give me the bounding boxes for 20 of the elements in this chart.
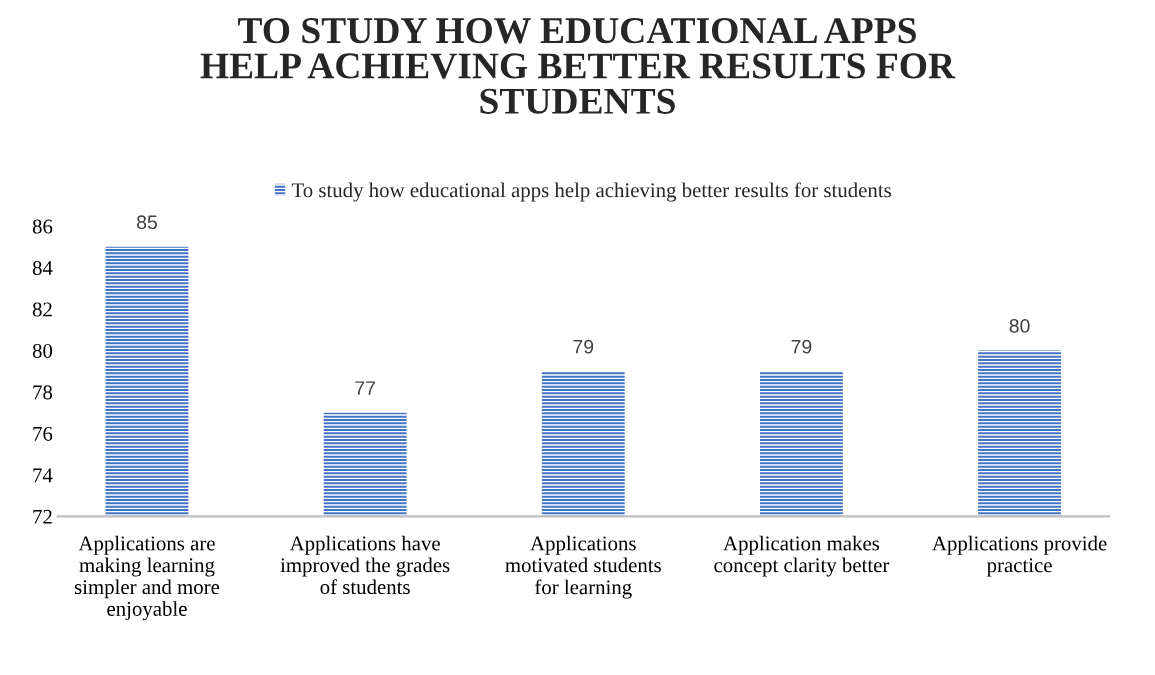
x-tick-label: Applications have improved the grades of students: [280, 535, 450, 595]
data-label: 85: [137, 215, 157, 230]
legend-label: To study how educational apps help achieving better results for students: [291, 182, 891, 202]
x-tick-label: Applications are making learning simpler and more enjoyable: [74, 535, 220, 621]
y-tick-label: 86: [32, 219, 53, 234]
y-tick-label: 76: [33, 426, 53, 441]
x-tick-label: Applications motivated students for learning: [505, 535, 661, 599]
y-tick-label: 72: [33, 509, 52, 524]
data-label: 79: [573, 339, 594, 354]
data-label: 77: [355, 381, 375, 395]
x-tick-label: Application makes concept clarity better: [714, 535, 890, 577]
chart-title: TO STUDY HOW EDUCATIONAL APPS HELP ACHIEVING BETTER RESULTS FOR STUDENTS: [200, 18, 956, 114]
data-label: 79: [791, 339, 812, 354]
y-tick-label: 80: [32, 343, 53, 358]
y-tick-label: 74: [33, 468, 53, 483]
y-tick-label: 82: [32, 302, 52, 317]
y-tick-label: 78: [33, 385, 53, 400]
y-tick-label: 84: [32, 260, 53, 276]
data-label: 80: [1009, 319, 1030, 333]
x-tick-label: Applications provide practice: [932, 535, 1107, 577]
